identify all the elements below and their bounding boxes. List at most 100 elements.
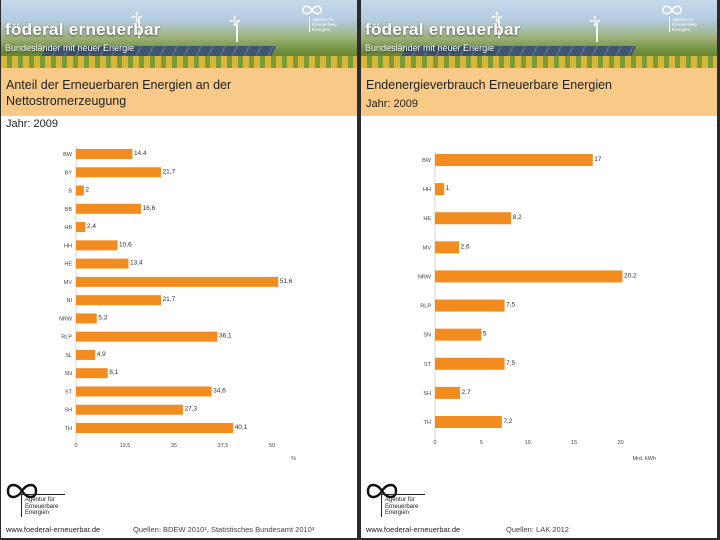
category-label: NRW	[59, 316, 73, 322]
bar-sn	[435, 329, 481, 341]
category-label: BY	[65, 170, 73, 176]
value-label: 36,1	[219, 333, 232, 340]
value-label: 14,4	[134, 150, 147, 157]
field-image	[1, 56, 357, 68]
header-banner: ✢ ✢ föderal erneuerbar Bundesländer mit …	[1, 0, 357, 68]
category-label: MV	[64, 280, 73, 286]
wind-turbine-icon: ✢	[229, 12, 245, 42]
left-slide: ✢ ✢ föderal erneuerbar Bundesländer mit …	[1, 0, 357, 538]
x-tick-label: 50	[269, 443, 275, 449]
slide-title: Anteil der Erneuerbaren Energien an der …	[6, 77, 346, 109]
category-label: NI	[67, 298, 73, 304]
footer-agency-logo: Agentur für Erneuerbare Energien	[365, 480, 465, 520]
bar-bw	[76, 149, 132, 159]
category-label: RLP	[61, 335, 72, 341]
category-label: ST	[65, 389, 73, 395]
year-label: Jahr: 2009	[366, 98, 418, 110]
category-label: HE	[64, 262, 72, 268]
category-label: SH	[423, 391, 431, 397]
bar-th	[76, 423, 233, 433]
category-label: SH	[64, 408, 72, 414]
category-label: SN	[64, 371, 72, 377]
value-label: 2,6	[461, 243, 470, 250]
category-label: HH	[423, 187, 431, 193]
category-label: MV	[423, 245, 432, 251]
category-label: BB	[65, 207, 73, 213]
infinity-logo-icon	[301, 3, 323, 17]
footer-agency-logo: Agentur für Erneuerbare Energien	[5, 480, 105, 520]
brand-tagline: Bundesländer mit neuer Energie	[5, 43, 134, 53]
value-label: 21,7	[163, 296, 176, 303]
website-url: www.foederal-erneuerbar.de	[366, 525, 460, 534]
bar-bw	[435, 154, 593, 166]
value-label: 20,2	[624, 272, 637, 279]
category-label: HE	[423, 216, 431, 222]
bar-he	[76, 259, 129, 269]
brand-title: föderal erneuerbar	[5, 20, 161, 40]
x-tick-label: 37,5	[218, 443, 229, 449]
x-tick-label: 0	[74, 443, 77, 449]
bar-nrw	[435, 270, 622, 282]
category-label: SN	[423, 333, 431, 339]
value-label: 5	[483, 331, 487, 338]
agency-name: Agentur für Erneuerbare Energien	[669, 17, 697, 32]
category-label: SL	[65, 353, 72, 359]
agency-logo: Agentur für Erneuerbare Energien	[299, 3, 351, 37]
bar-st	[76, 386, 212, 396]
x-axis-unit-label: Mrd. kWh	[632, 456, 656, 462]
bar-hh	[435, 183, 444, 195]
value-label: 21,7	[163, 168, 176, 175]
category-label: BW	[422, 158, 432, 164]
x-tick-label: 10	[525, 440, 531, 446]
value-label: 7,2	[503, 418, 512, 425]
value-label: 34,6	[213, 387, 226, 394]
bar-hb	[76, 222, 85, 232]
category-label: HH	[64, 243, 72, 249]
category-label: TH	[65, 426, 72, 432]
bar-hh	[76, 240, 118, 250]
value-label: 1	[446, 185, 450, 192]
bar-chart-final-energy: BW 17 HH 1 HE 8,2 MV 2,6 NRW 20,2 RLP 7,5 SN 5 ST 7,5 SH…	[361, 116, 717, 466]
bar-he	[435, 212, 511, 224]
bar-rlp	[435, 300, 505, 312]
x-tick-label: 0	[433, 440, 436, 446]
bar-sn	[76, 368, 108, 378]
right-slide: ✢ ✢ föderal erneuerbar Bundesländer mit …	[361, 0, 717, 538]
category-label: BW	[63, 152, 73, 158]
value-label: 8,1	[109, 369, 118, 376]
value-label: 7,5	[506, 302, 515, 309]
x-axis-unit-label: %	[291, 456, 296, 462]
wind-turbine-icon: ✢	[589, 12, 605, 42]
header-banner: ✢ ✢ föderal erneuerbar Bundesländer mit …	[361, 0, 717, 68]
brand-title: föderal erneuerbar	[365, 20, 521, 40]
website-url: www.foederal-erneuerbar.de	[6, 525, 100, 534]
category-label: HB	[64, 225, 72, 231]
agency-logo: Agentur für Erneuerbare Energien	[659, 3, 711, 37]
x-tick-label: 5	[480, 440, 483, 446]
bar-rlp	[76, 332, 218, 342]
x-tick-label: 20	[618, 440, 624, 446]
category-label: RLP	[420, 304, 431, 310]
value-label: 5,3	[98, 314, 107, 321]
bar-b	[76, 186, 84, 196]
value-label: 7,5	[506, 360, 515, 367]
category-label: TH	[424, 420, 431, 426]
bar-bb	[76, 204, 141, 214]
bar-mv	[435, 241, 459, 253]
brand-tagline: Bundesländer mit neuer Energie	[365, 43, 494, 53]
bar-by	[76, 167, 161, 177]
bar-ni	[76, 295, 161, 305]
title-bar: Anteil der Erneuerbaren Energien an der …	[1, 68, 357, 116]
value-label: 8,2	[513, 214, 522, 221]
infinity-logo-icon	[661, 3, 683, 17]
value-label: 40,1	[235, 424, 248, 431]
bar-sh	[76, 405, 183, 415]
value-label: 2,4	[87, 223, 96, 230]
value-label: 2,7	[462, 389, 471, 396]
bar-st	[435, 358, 505, 370]
value-label: 13,4	[130, 260, 143, 267]
x-tick-label: 15	[571, 440, 577, 446]
value-label: 27,3	[185, 406, 198, 413]
value-label: 16,6	[143, 205, 156, 212]
agency-name: Agentur für Erneuerbare Energien	[381, 494, 425, 517]
